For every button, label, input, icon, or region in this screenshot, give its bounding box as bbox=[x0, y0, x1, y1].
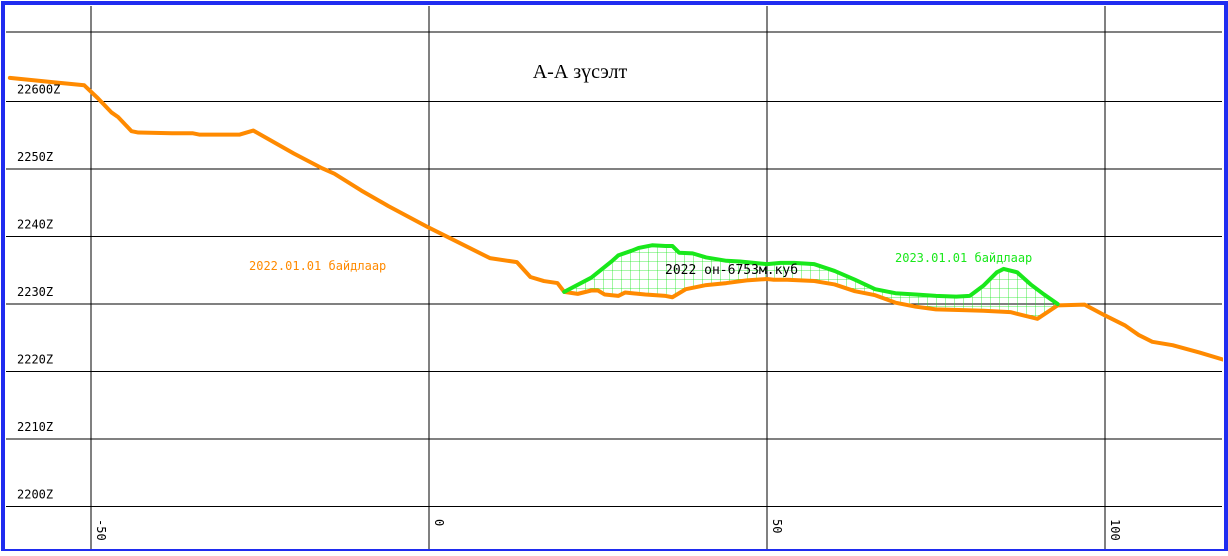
y-tick-label: 2230Z bbox=[17, 285, 53, 299]
y-tick-label: 2240Z bbox=[17, 218, 53, 232]
volume-annotation: 2022 он-6753м.куб bbox=[665, 263, 798, 278]
y-tick-label: 22600Z bbox=[17, 83, 60, 97]
orange-series-label: 2022.01.01 байдлаар bbox=[249, 259, 386, 273]
y-tick-label: 2220Z bbox=[17, 353, 53, 367]
chart-title: А-А зүсэлт bbox=[533, 61, 628, 83]
volume-fill-area bbox=[564, 245, 1058, 319]
y-tick-label: 2200Z bbox=[17, 488, 53, 502]
fill-area-group bbox=[564, 245, 1058, 319]
green-series-label: 2023.01.01 байдлаар bbox=[895, 251, 1032, 265]
x-tick-label: 50 bbox=[770, 519, 784, 533]
x-tick-label: 100 bbox=[1108, 519, 1122, 541]
x-tick-labels: -50 0 50 100 bbox=[94, 519, 1122, 541]
series-line-2022 bbox=[7, 75, 1223, 362]
x-tick-label: -50 bbox=[94, 519, 108, 541]
series-group bbox=[7, 75, 1223, 362]
y-tick-labels: 2200Z 2210Z 2220Z 2230Z 2240Z 2250Z 22600Z bbox=[17, 83, 60, 502]
y-tick-label: 2210Z bbox=[17, 420, 53, 434]
x-tick-label: 0 bbox=[432, 519, 446, 526]
series-line-2023 bbox=[562, 243, 1060, 306]
y-tick-label: 2250Z bbox=[17, 150, 53, 164]
